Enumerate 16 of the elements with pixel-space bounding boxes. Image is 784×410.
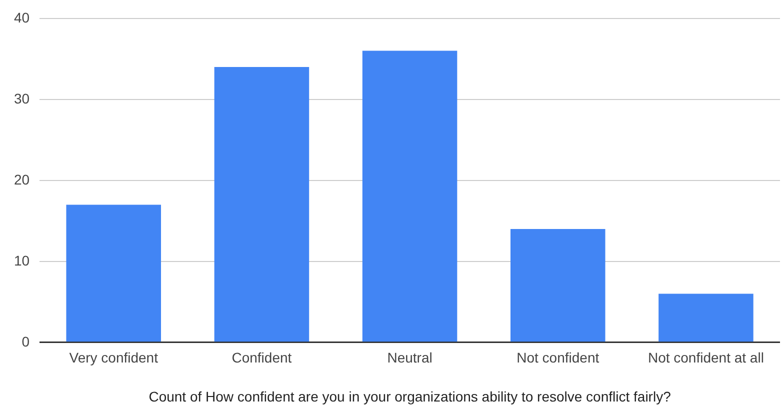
y-tick-label: 0	[22, 333, 30, 350]
bar	[658, 294, 754, 342]
bar	[214, 67, 310, 342]
x-tick-label: Neutral	[387, 350, 432, 366]
x-tick-label: Very confident	[69, 350, 158, 366]
bar	[510, 229, 606, 342]
y-tick-label: 30	[14, 90, 30, 106]
x-axis-title: Count of How confident are you in your organizations ability to resolve conflict fairly?	[148, 388, 672, 404]
y-tick-label: 20	[14, 171, 30, 188]
y-tick-label: 40	[14, 9, 30, 26]
y-tick-label: 10	[14, 252, 30, 268]
bar	[362, 50, 458, 342]
x-tick-label: Not confident	[516, 350, 600, 366]
x-tick-label: Confident	[232, 350, 292, 366]
bar	[66, 204, 162, 342]
x-tick-label: Not confident at all	[648, 350, 764, 366]
